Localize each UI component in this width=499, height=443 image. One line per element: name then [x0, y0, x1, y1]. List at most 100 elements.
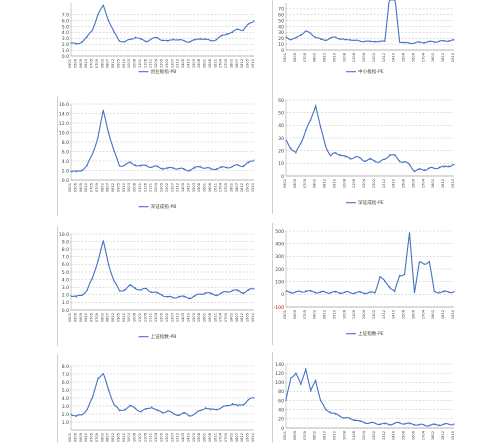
- data-point: [161, 167, 164, 169]
- data-point: [172, 38, 174, 40]
- y-tick-label: 4.0: [62, 30, 69, 36]
- data-point: [334, 36, 337, 38]
- x-tick-label: 1312: [176, 59, 180, 68]
- data-point: [408, 42, 411, 44]
- data-point: [364, 292, 366, 294]
- x-tick-label: 0605: [79, 313, 83, 322]
- x-tick-label: 0705: [90, 183, 94, 192]
- data-point: [86, 289, 88, 291]
- data-point: [433, 424, 435, 426]
- x-tick-label: 0501: [68, 59, 72, 68]
- data-point: [204, 407, 207, 409]
- x-tick-label: 1601: [203, 59, 207, 68]
- data-point: [248, 399, 250, 401]
- data-point: [118, 410, 121, 412]
- x-tick-label: 1111: [149, 313, 153, 322]
- x-tick-label: 1204: [362, 309, 366, 319]
- data-point: [91, 28, 94, 31]
- data-point: [188, 297, 191, 299]
- data-point: [428, 424, 430, 426]
- data-point: [339, 38, 341, 40]
- data-point: [86, 36, 88, 38]
- data-point: [339, 291, 341, 294]
- x-tick-label: 0807: [106, 433, 110, 442]
- chart-svg: -100 0 100 200 300 400 500 0501 0605 0705 0802 0812…: [274, 229, 455, 337]
- panel-frame: [272, 92, 273, 214]
- data-point: [418, 169, 421, 171]
- y-tick-label: 40: [278, 24, 284, 30]
- x-tick-label: 1106: [352, 178, 356, 188]
- y-tick-label: 120: [275, 371, 284, 377]
- data-point: [324, 145, 327, 147]
- x-tick-label: 1008: [133, 312, 137, 322]
- data-point: [403, 161, 406, 163]
- data-point: [194, 39, 196, 41]
- data-point: [438, 291, 440, 293]
- legend-label: 深证成指-PE: [358, 199, 384, 206]
- data-point: [134, 164, 137, 166]
- x-tick-label: 1008: [342, 52, 346, 62]
- data-point: [344, 291, 346, 294]
- y-tick-label: -100: [274, 305, 285, 311]
- data-point: [453, 39, 455, 41]
- data-point: [151, 406, 153, 408]
- data-point: [428, 167, 430, 169]
- data-point: [237, 28, 239, 30]
- data-point: [423, 169, 425, 171]
- x-tick-label: 0802: [100, 183, 104, 192]
- x-tick-label: 1312: [382, 431, 386, 440]
- x-tick-label: 1704: [219, 432, 223, 442]
- x-tick-label: 1611: [213, 313, 217, 322]
- data-point: [108, 131, 110, 134]
- data-point: [129, 405, 131, 407]
- series-line: [70, 109, 255, 173]
- x-tick-label: 1111: [149, 59, 153, 68]
- data-point: [183, 40, 185, 42]
- data-point: [199, 165, 201, 167]
- x-tick-label: 0709: [95, 312, 99, 322]
- data-point: [389, 286, 391, 288]
- x-tick-label: 0705: [90, 313, 94, 322]
- x-tick-label: 1204: [362, 52, 366, 62]
- x-tick-label: 1508: [197, 432, 201, 442]
- y-tick-label: 5.0: [62, 388, 69, 394]
- data-point: [300, 142, 302, 144]
- y-tick-label: 0.0: [62, 178, 69, 184]
- x-tick-label: 1101: [138, 313, 142, 322]
- x-tick-label: 0605: [293, 431, 297, 440]
- x-tick-label: 1802: [229, 313, 233, 322]
- x-tick-label: 0812: [111, 183, 115, 192]
- data-point: [329, 155, 332, 157]
- data-point: [167, 296, 169, 298]
- data-point: [118, 40, 121, 42]
- x-tick-label: 0501: [68, 183, 72, 192]
- chart-bottom-right: 0 20 40 60 80 100 120 140 0501 0605 0705 0802 0812 09…: [272, 352, 460, 443]
- panel-frame: [57, 96, 58, 216]
- chart-svg: 0.0 1.02.0 3.0 4.05.0 6.07.0 8.0 9.010.0 0501 05…: [59, 232, 255, 340]
- x-tick-label: 0802: [313, 431, 317, 440]
- x-tick-label: 1606: [208, 432, 212, 442]
- data-point: [290, 38, 292, 41]
- x-tick-label: 1410: [186, 432, 190, 442]
- y-tick-label: 10.0: [59, 130, 69, 136]
- data-point: [384, 158, 386, 161]
- data-point: [156, 37, 158, 39]
- data-point: [215, 408, 217, 410]
- data-point: [145, 288, 147, 290]
- series-line: [285, 368, 455, 427]
- data-point: [290, 147, 292, 149]
- y-tick-label: 2.0: [62, 42, 69, 48]
- x-tick-label: 1802: [431, 431, 435, 440]
- x-tick-label: 0605: [79, 59, 83, 68]
- data-point: [167, 40, 169, 42]
- y-tick-label: 500: [275, 229, 284, 235]
- x-tick-label: 1312: [176, 433, 180, 442]
- data-point: [108, 263, 110, 265]
- x-tick-label: 1807: [235, 183, 239, 192]
- x-tick-label: 1101: [138, 59, 142, 68]
- data-point: [242, 403, 244, 405]
- x-tick-label: 0807: [106, 59, 110, 68]
- x-tick-label: 0910: [332, 309, 336, 319]
- data-point: [374, 160, 376, 162]
- data-point: [231, 31, 234, 34]
